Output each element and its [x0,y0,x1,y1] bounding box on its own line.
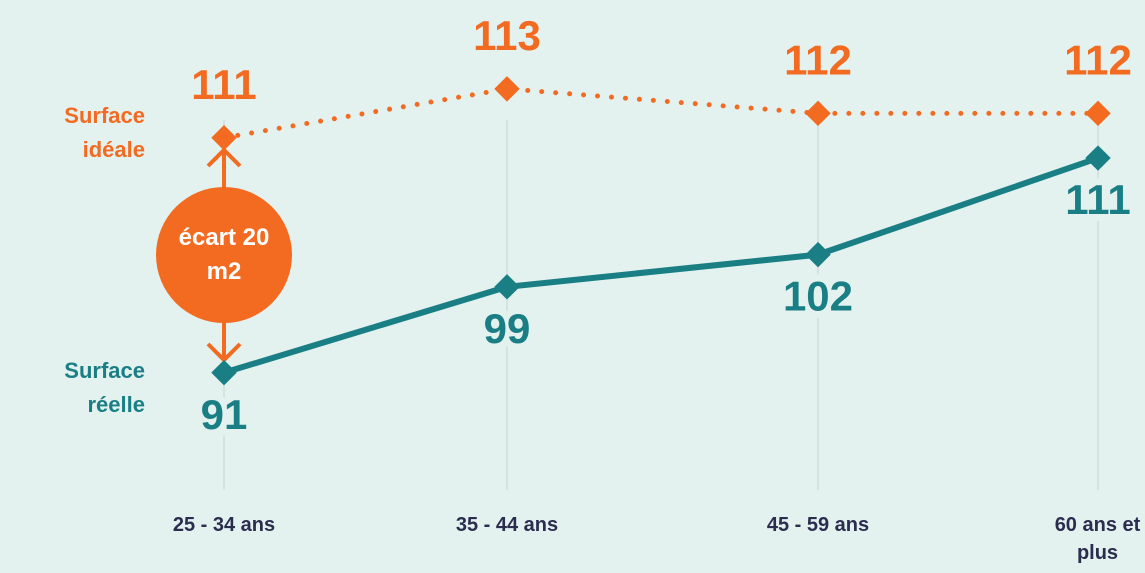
x-tick-label: 60 ans et plus [1054,514,1141,564]
point [805,100,831,127]
point [805,241,831,268]
value-label: 112 [784,36,852,83]
legend-label: Surface idéale [64,102,145,162]
point [211,359,237,386]
x-tick-label: 25 - 34 ans [172,514,276,536]
value-label: 102 [783,273,853,320]
series-line [221,155,1101,376]
gap-circle [156,187,292,323]
legend-label: Surface réelle [64,357,145,417]
value-label: 111 [191,61,256,108]
point [494,76,520,102]
x-tick-label: 45 - 59 ans [766,514,870,536]
value-label: 91 [201,391,248,438]
series-line [221,86,1101,141]
value-label: 113 [473,12,541,59]
point [1085,100,1111,127]
value-label: 112 [1064,36,1132,83]
x-tick-label: 35 - 44 ans [455,514,559,536]
point [494,274,520,300]
point [211,125,237,151]
value-label: 111 [1065,176,1130,223]
point [1085,145,1111,171]
value-label: 99 [484,305,531,352]
annotation: écart 20 m2 [178,224,270,285]
